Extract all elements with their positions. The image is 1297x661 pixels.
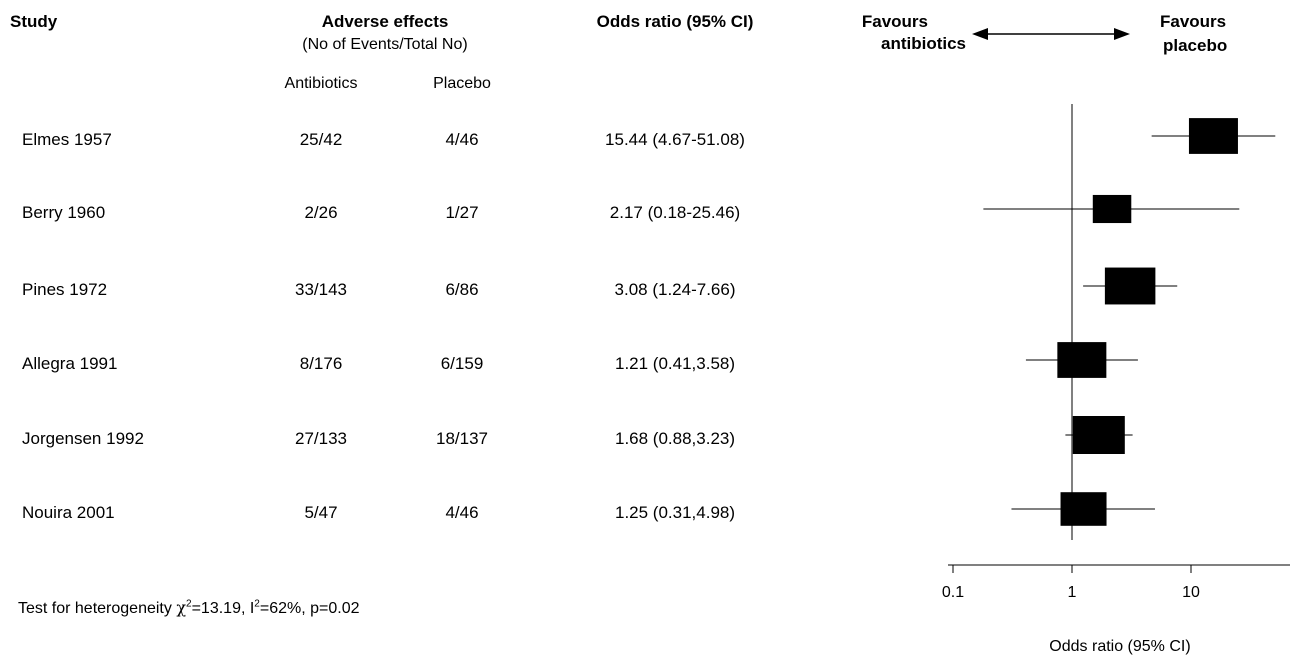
favours-antibiotics-line2: antibiotics <box>880 34 966 53</box>
study-header: Study <box>10 12 58 31</box>
antibiotics-column-header: Antibiotics <box>284 75 358 92</box>
favours-placebo-label: Favours placebo <box>1160 12 1227 56</box>
adverse-effects-subheader: (No of Events/Total No) <box>302 36 468 53</box>
odds-ratio-marker <box>1072 416 1125 454</box>
odds-ratio-text: 1.21 (0.41,3.58) <box>614 354 736 373</box>
study-name: Berry 1960 <box>22 203 106 222</box>
x-axis-label: Odds ratio (95% CI) <box>1049 638 1190 655</box>
odds-ratio-marker <box>1188 118 1238 154</box>
placebo-events: 6/86 <box>445 280 479 299</box>
study-name: Jorgensen 1992 <box>22 429 144 448</box>
placebo-events: 18/137 <box>436 429 488 448</box>
study-name: Elmes 1957 <box>22 130 112 149</box>
antibiotics-events: 27/133 <box>295 429 347 448</box>
x-tick-label: 10 <box>1182 584 1200 601</box>
antibiotics-events: 5/47 <box>304 503 338 522</box>
placebo-column-header: Placebo <box>433 75 491 92</box>
placebo-events: 4/46 <box>445 130 479 149</box>
odds-ratio-text: 15.44 (4.67-51.08) <box>605 130 745 149</box>
odds-ratio-text: 1.25 (0.31,4.98) <box>614 503 736 522</box>
placebo-events: 6/159 <box>440 354 484 373</box>
x-tick-label: 0.1 <box>942 584 964 601</box>
i-superscript: 2 <box>254 598 260 610</box>
odds-ratio-text: 3.08 (1.24-7.66) <box>614 280 736 299</box>
study-name: Nouira 2001 <box>22 503 115 522</box>
odds-ratio-marker <box>1092 194 1132 224</box>
odds-ratio-marker <box>1057 342 1107 378</box>
chi-superscript: 2 <box>186 598 192 610</box>
favours-antibiotics-line1: Favours <box>861 12 928 31</box>
heterogeneity-rest: =62%, p=0.02 <box>259 600 360 617</box>
antibiotics-events: 25/42 <box>299 130 343 149</box>
placebo-events: 1/27 <box>445 203 479 222</box>
odds-ratio-marker <box>1060 492 1107 526</box>
adverse-effects-header: Adverse effects <box>321 12 449 31</box>
antibiotics-events: 2/26 <box>304 203 338 222</box>
chi-symbol: χ <box>176 598 187 617</box>
x-tick-label: 1 <box>1068 584 1077 601</box>
favours-placebo-line2: placebo <box>1163 36 1228 55</box>
study-name: Allegra 1991 <box>22 354 118 373</box>
study-name: Pines 1972 <box>22 280 108 299</box>
odds-ratio-marker <box>1104 267 1156 305</box>
odds-ratio-text: 1.68 (0.88,3.23) <box>614 429 736 448</box>
antibiotics-events: 33/143 <box>295 280 347 299</box>
heterogeneity-test: Test for heterogeneity χ2=13.19, I2=62%,… <box>18 598 360 618</box>
odds-ratio-header: Odds ratio (95% CI) <box>596 12 754 31</box>
antibiotics-events: 8/176 <box>299 354 343 373</box>
chi-value: =13.19, I <box>191 600 255 617</box>
placebo-events: 4/46 <box>445 503 479 522</box>
odds-ratio-text: 2.17 (0.18-25.46) <box>609 203 741 222</box>
heterogeneity-prefix: Test for heterogeneity <box>18 600 177 617</box>
favours-placebo-line1: Favours <box>1160 12 1227 31</box>
